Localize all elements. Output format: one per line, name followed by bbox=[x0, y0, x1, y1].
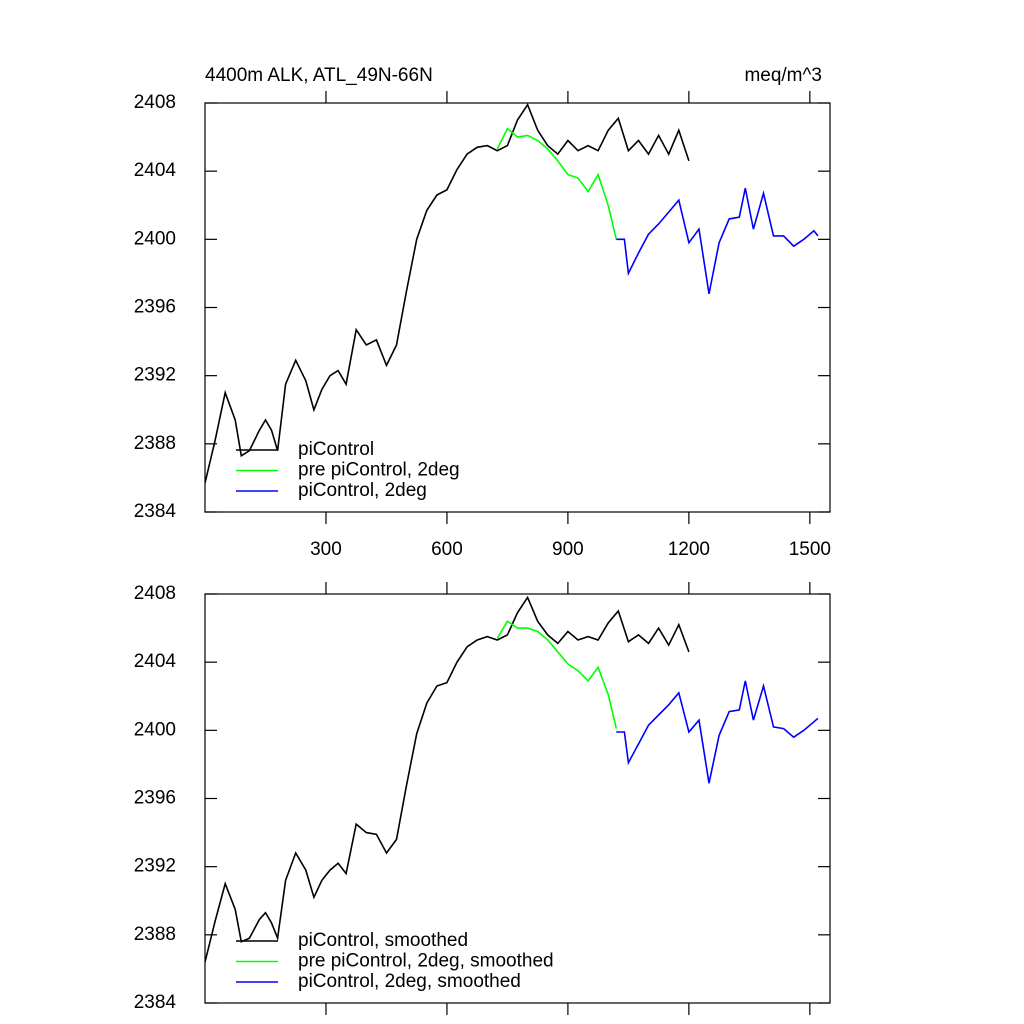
x-tick-label: 1500 bbox=[789, 539, 831, 560]
y-tick-label: 2392 bbox=[134, 365, 176, 386]
x-tick-label: 900 bbox=[552, 539, 584, 560]
legend-label: piControl, smoothed bbox=[298, 930, 468, 951]
y-tick-label: 2404 bbox=[134, 160, 177, 181]
y-tick-label: 2396 bbox=[134, 788, 176, 809]
legend-label: piControl bbox=[298, 439, 374, 460]
x-tick-label: 300 bbox=[310, 539, 342, 560]
series-line bbox=[496, 620, 618, 729]
y-tick-label: 2392 bbox=[134, 856, 176, 877]
units-label: meq/m^3 bbox=[744, 65, 822, 86]
legend-label: pre piControl, 2deg, smoothed bbox=[298, 951, 554, 972]
series-line bbox=[496, 127, 618, 240]
series-line bbox=[616, 680, 819, 784]
y-tick-label: 2388 bbox=[134, 433, 176, 454]
chart-title: 4400m ALK, ATL_49N-66N bbox=[205, 65, 433, 86]
y-tick-label: 2384 bbox=[134, 992, 177, 1013]
legend-label: piControl, 2deg bbox=[298, 480, 427, 501]
legend-label: pre piControl, 2deg bbox=[298, 460, 460, 481]
y-tick-label: 2400 bbox=[134, 228, 176, 249]
x-tick-label: 1200 bbox=[668, 539, 710, 560]
legend-label: piControl, 2deg, smoothed bbox=[298, 971, 521, 992]
series-line bbox=[205, 103, 690, 484]
y-tick-label: 2404 bbox=[134, 651, 177, 672]
y-tick-label: 2408 bbox=[134, 583, 176, 604]
x-tick-label: 600 bbox=[431, 539, 463, 560]
series-line bbox=[616, 188, 819, 295]
y-tick-label: 2384 bbox=[134, 501, 177, 522]
y-tick-label: 2396 bbox=[134, 297, 176, 318]
series-line bbox=[205, 595, 690, 963]
y-tick-label: 2400 bbox=[134, 719, 176, 740]
y-tick-label: 2388 bbox=[134, 924, 176, 945]
y-tick-label: 2408 bbox=[134, 92, 176, 113]
